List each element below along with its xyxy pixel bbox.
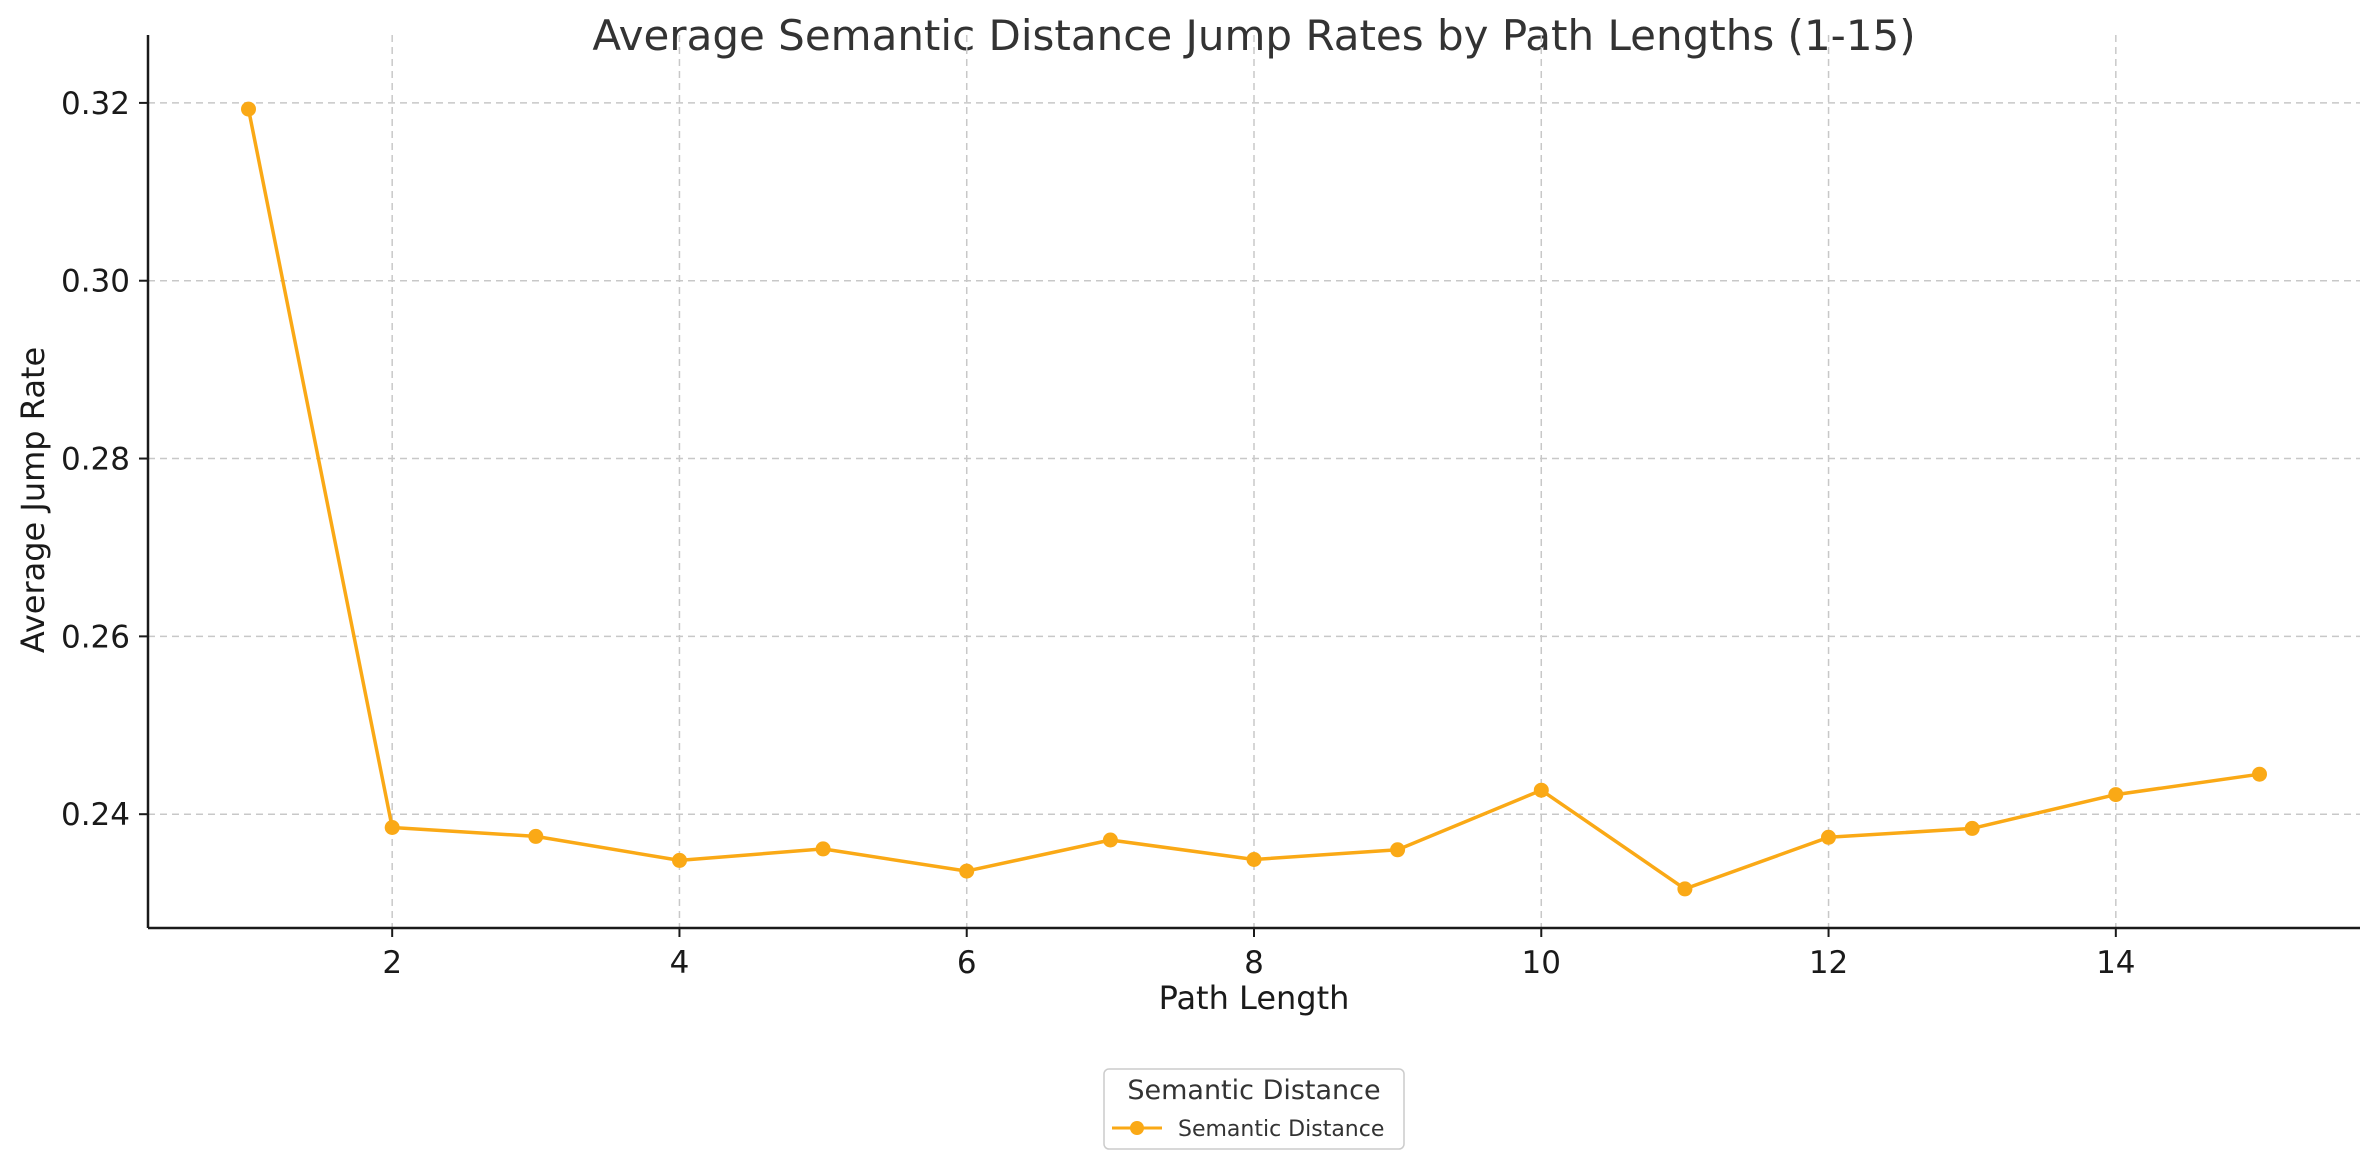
data-point-x15: [2252, 766, 2267, 782]
data-point-x2: [384, 820, 400, 835]
data-point-x7: [1102, 832, 1118, 848]
data-point-x13: [1964, 820, 1980, 836]
y-tick-label: 0.24: [61, 797, 130, 833]
data-point-x9: [1390, 842, 1406, 858]
data-point-x1: [241, 101, 256, 117]
data-point-x5: [815, 841, 831, 857]
x-tick-label: 10: [1522, 945, 1561, 981]
data-point-x4: [672, 852, 687, 868]
grid-lines: [148, 35, 2360, 928]
x-tick-label: 14: [2096, 945, 2135, 981]
y-tick-label: 0.28: [61, 442, 130, 478]
data-point-x12: [1821, 829, 1836, 845]
x-tick-label: 2: [382, 945, 402, 981]
data-series: [241, 101, 2267, 897]
data-point-x3: [528, 828, 544, 844]
y-tick-label: 0.30: [61, 264, 130, 300]
legend-title: Semantic Distance: [1127, 1075, 1380, 1106]
y-axis-label: Average Jump Rate: [14, 347, 52, 653]
legend: Semantic Distance Semantic Distance: [1103, 1068, 1405, 1150]
data-point-x8: [1246, 852, 1262, 867]
axes: [139, 35, 2360, 937]
x-tick-label: 8: [1244, 945, 1264, 981]
data-point-x11: [1677, 881, 1693, 897]
x-axis-label: Path Length: [1159, 979, 1350, 1017]
y-tick-label: 0.32: [61, 86, 130, 122]
data-point-x10: [1533, 782, 1549, 798]
legend-marker-swatch: [1130, 1121, 1144, 1135]
x-tick-label: 4: [670, 945, 690, 981]
y-tick-label: 0.26: [61, 619, 130, 655]
legend-entry-label: Semantic Distance: [1178, 1117, 1384, 1142]
x-tick-label: 12: [1809, 945, 1848, 981]
tick-labels: 2 4 6 8 10 12 14 0.24 0.26 0.28 0.30 0.32: [61, 86, 2136, 981]
data-point-x14: [2108, 787, 2124, 803]
legend-box: [1103, 1068, 1405, 1150]
data-point-x6: [959, 863, 975, 879]
x-tick-label: 6: [957, 945, 977, 981]
